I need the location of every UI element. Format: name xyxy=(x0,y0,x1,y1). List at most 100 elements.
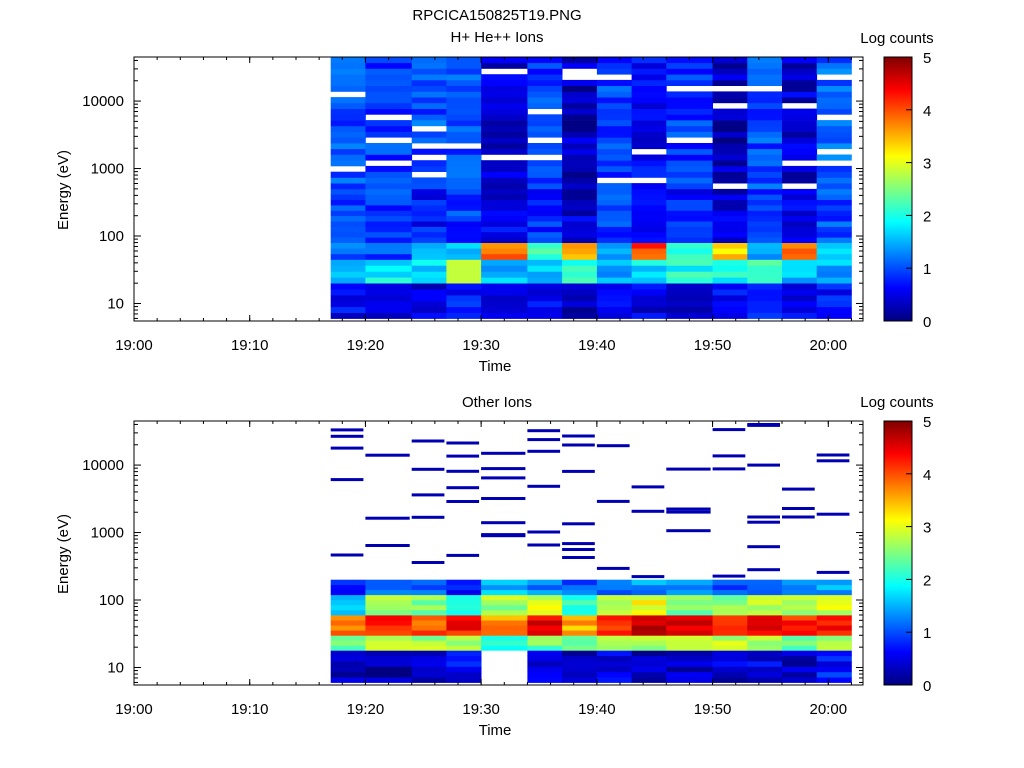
x-tick-label: 19:00 xyxy=(115,701,153,718)
heatmap-cell xyxy=(365,625,413,631)
heatmap-cell xyxy=(712,97,748,104)
heatmap-cell xyxy=(782,300,818,308)
heatmap-cell xyxy=(747,177,783,184)
heatmap-cell xyxy=(596,589,632,596)
heatmap-cell xyxy=(747,584,783,591)
heatmap-cell xyxy=(782,599,818,606)
panel-other-ions: Other Ions 19:00 19:10 19:20 19:30 19:40 19:5… xyxy=(55,394,934,739)
heatmap-cell xyxy=(446,248,482,255)
heatmap-cell xyxy=(666,294,713,302)
heatmap-cell xyxy=(527,589,563,596)
heatmap-cell xyxy=(411,242,447,249)
heatmap-cell xyxy=(527,177,563,184)
heatmap-cell xyxy=(562,283,598,290)
heatmap-cell xyxy=(631,661,667,667)
heatmap-cell xyxy=(365,599,413,606)
heatmap-cell xyxy=(782,154,818,161)
heatmap-cell xyxy=(481,171,528,178)
heatmap-cell xyxy=(527,183,563,190)
heatmap-cell xyxy=(816,300,852,308)
heatmap-cell xyxy=(411,589,447,596)
heatmap-cell xyxy=(631,248,667,255)
heatmap-cell xyxy=(446,137,482,144)
heatmap-cell xyxy=(527,277,563,284)
heatmap-cell xyxy=(782,120,818,127)
heatmap-cell xyxy=(666,604,713,611)
heatmap-cell xyxy=(411,640,447,646)
heatmap-cell xyxy=(527,114,563,121)
heatmap-cell xyxy=(527,259,563,266)
heatmap-cell xyxy=(782,188,818,195)
heatmap-cell xyxy=(411,102,447,109)
heatmap-cell xyxy=(330,478,364,482)
heatmap-cell xyxy=(782,215,818,222)
heatmap-cell xyxy=(481,497,526,500)
heatmap-cell xyxy=(411,194,447,200)
heatmap-cell xyxy=(747,226,783,233)
heatmap-cell xyxy=(816,242,852,249)
heatmap-cell xyxy=(446,454,480,458)
heatmap-cell xyxy=(446,635,482,641)
heatmap-cell xyxy=(596,120,632,127)
heatmap-cell xyxy=(365,194,413,200)
heatmap-cell xyxy=(481,259,528,266)
heatmap-cell xyxy=(747,210,783,217)
heatmap-cell xyxy=(446,306,482,313)
heatmap-cell xyxy=(411,253,447,260)
heatmap-cell xyxy=(562,125,598,132)
heatmap-cell xyxy=(527,188,563,195)
heatmap-cell xyxy=(446,283,482,290)
heatmap-cell xyxy=(527,165,563,172)
heatmap-cell xyxy=(631,655,667,662)
heatmap-cell xyxy=(481,114,528,121)
heatmap-cell xyxy=(816,131,852,138)
colorbar: 0 1 2 3 4 5 xyxy=(883,50,931,331)
heatmap-cell xyxy=(596,160,632,167)
heatmap-cell xyxy=(446,661,482,667)
heatmap-cell xyxy=(596,635,632,641)
heatmap-cell xyxy=(365,226,413,233)
heatmap-cell xyxy=(666,507,711,511)
heatmap-cell xyxy=(712,253,748,260)
heatmap-cell xyxy=(631,259,667,266)
heatmap-cell xyxy=(481,177,528,184)
y-tick-label: 10 xyxy=(107,659,124,676)
heatmap-cell xyxy=(712,120,748,127)
colorbar-tick-label: 5 xyxy=(923,50,931,67)
heatmap-cell xyxy=(666,666,713,673)
heatmap-cell xyxy=(330,294,366,302)
heatmap-cell xyxy=(411,594,447,601)
heatmap-cell xyxy=(562,306,598,313)
heatmap-cell xyxy=(631,300,667,308)
heatmap-cell xyxy=(747,423,780,427)
heatmap-cell xyxy=(712,579,748,586)
heatmap-cell xyxy=(562,615,598,621)
heatmap-cell xyxy=(782,97,818,104)
heatmap-cell xyxy=(816,620,852,626)
heatmap-cell xyxy=(816,137,852,144)
x-tick-label: 19:20 xyxy=(347,701,385,718)
heatmap-cell xyxy=(747,265,783,272)
heatmap-cell xyxy=(747,520,780,524)
heatmap-cell xyxy=(782,487,815,491)
heatmap-cell xyxy=(712,221,748,227)
heatmap-cell xyxy=(481,615,528,621)
heatmap-cell xyxy=(596,640,632,646)
colorbar-scale xyxy=(883,420,913,686)
x-tick-label: 20:00 xyxy=(810,337,848,354)
heatmap-cell xyxy=(816,604,852,611)
heatmap-cell xyxy=(365,579,413,586)
heatmap-cell xyxy=(596,154,632,161)
heatmap-cell xyxy=(631,615,667,621)
heatmap-cell xyxy=(411,604,447,611)
heatmap-cell xyxy=(596,645,632,651)
heatmap-cell xyxy=(411,85,447,92)
heatmap-cell xyxy=(666,630,713,636)
heatmap-cell xyxy=(330,210,366,217)
heatmap-cell xyxy=(562,661,598,667)
heatmap-cell xyxy=(411,188,447,195)
heatmap-cell xyxy=(562,237,598,243)
heatmap-cell xyxy=(596,114,632,121)
heatmap-cell xyxy=(596,277,632,284)
heatmap-cell xyxy=(446,253,482,260)
